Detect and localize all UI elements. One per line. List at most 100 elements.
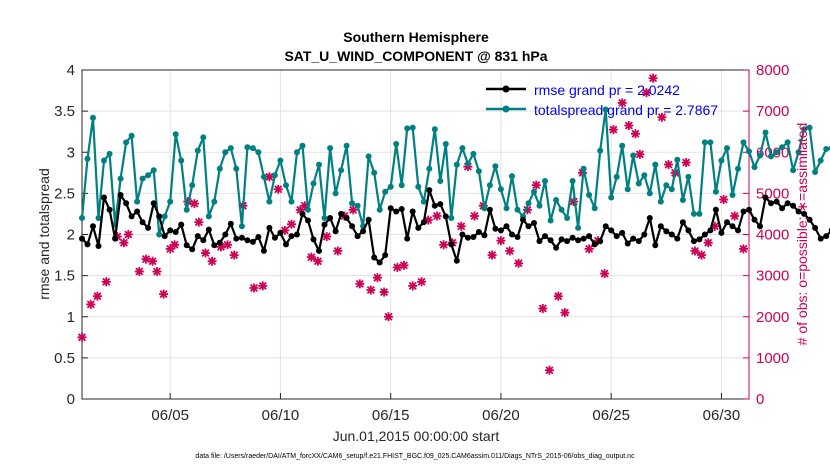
- totalspread-point: [613, 173, 620, 180]
- obs-count-point: [134, 267, 144, 277]
- rmse-point: [525, 223, 532, 230]
- totalspread-point: [712, 188, 719, 195]
- rmse-point: [338, 210, 345, 217]
- rmse-point: [718, 229, 725, 236]
- totalspread-point: [332, 190, 339, 197]
- obs-count-point-stroke: [313, 257, 322, 266]
- totalspread-point: [514, 206, 521, 213]
- rmse-point: [349, 223, 356, 230]
- rmse-point: [211, 242, 218, 249]
- obs-count-point: [101, 277, 111, 287]
- totalspread-point: [464, 160, 471, 167]
- obs-count-point-stroke: [265, 172, 274, 181]
- totalspread-point: [431, 126, 438, 133]
- obs-count-point-stroke: [560, 308, 569, 317]
- obs-count-point-stroke: [457, 222, 466, 231]
- obs-count-point-stroke: [194, 218, 203, 227]
- obs-count-point-stroke: [554, 292, 563, 301]
- totalspread-point: [95, 215, 102, 221]
- obs-count-point-stroke: [355, 279, 364, 288]
- totalspread-point: [415, 183, 422, 190]
- obs-count-point-stroke: [585, 244, 594, 253]
- rmse-point: [707, 227, 714, 234]
- legend-spread-marker: [502, 105, 510, 113]
- totalspread-point: [801, 126, 808, 133]
- rmse-point: [464, 234, 471, 241]
- totalspread-point: [779, 144, 786, 151]
- rmse-point: [393, 208, 400, 215]
- obs-count-point-stroke: [102, 277, 111, 286]
- rmse-point: [404, 235, 411, 242]
- totalspread-point: [84, 155, 91, 162]
- obs-count-point: [273, 184, 283, 194]
- rmse-point: [536, 238, 543, 245]
- obs-count-point-stroke: [682, 158, 691, 167]
- totalspread-point: [657, 198, 664, 205]
- obs-count-point-stroke: [223, 240, 232, 249]
- obs-count-point-stroke: [384, 312, 393, 321]
- chart-subtitle: SAT_U_WIND_COMPONENT @ 831 hPa: [284, 48, 547, 64]
- rmse-point: [255, 234, 262, 240]
- rmse-point: [305, 217, 311, 224]
- totalspread-point: [602, 106, 609, 113]
- obs-count-point-stroke: [697, 251, 706, 260]
- rmse-point: [635, 238, 642, 245]
- totalspread-point: [310, 180, 317, 187]
- obs-count-point: [152, 267, 162, 277]
- obs-count-point: [141, 254, 151, 264]
- totalspread-point: [200, 134, 207, 141]
- totalspread-point: [156, 231, 163, 238]
- obs-count-point: [584, 244, 594, 254]
- rmse-point: [117, 192, 124, 198]
- rmse-point: [194, 233, 201, 240]
- obs-count-point: [399, 260, 409, 270]
- obs-count-point-stroke: [141, 255, 150, 264]
- y-right-tick-label: 2000: [756, 309, 789, 326]
- totalspread-point: [161, 213, 168, 220]
- rmse-point: [327, 215, 334, 221]
- x-tick-label: 06/20: [482, 407, 520, 424]
- totalspread-point: [509, 173, 515, 180]
- y-left-tick-label: 4: [67, 62, 75, 79]
- obs-count-point: [286, 219, 296, 229]
- totalspread-point: [580, 165, 587, 172]
- totalspread-point: [746, 148, 752, 155]
- totalspread-point: [701, 139, 708, 146]
- obs-count-point-stroke: [249, 283, 258, 292]
- rmse-point: [227, 220, 234, 227]
- rmse-point: [150, 200, 157, 207]
- rmse-point: [701, 231, 708, 238]
- y-right-tick-label: 1000: [756, 350, 789, 367]
- rmse-point: [288, 233, 295, 240]
- totalspread-point: [459, 145, 466, 152]
- y-left-tick-label: 2.5: [54, 185, 75, 202]
- rmse-point: [183, 242, 190, 249]
- obs-count-point-stroke: [135, 267, 144, 276]
- obs-count-point: [423, 215, 433, 225]
- totalspread-point: [382, 188, 389, 195]
- rmse-point: [398, 206, 405, 212]
- totalspread-point: [558, 206, 565, 213]
- totalspread-point: [101, 157, 107, 164]
- rmse-point: [200, 237, 207, 244]
- totalspread-point: [624, 186, 631, 193]
- totalspread-point: [294, 149, 300, 156]
- totalspread-point: [608, 194, 615, 201]
- obs-count-point-stroke: [152, 267, 161, 276]
- rmse-point: [492, 225, 499, 232]
- totalspread-point: [393, 141, 400, 147]
- obs-count-point-stroke: [373, 273, 382, 282]
- rmse-point: [106, 206, 113, 213]
- obs-count-point-stroke: [569, 197, 578, 206]
- obs-count-point: [392, 262, 402, 272]
- y-right-tick-label: 4000: [756, 227, 789, 244]
- totalspread-point: [316, 161, 322, 168]
- obs-count-point-stroke: [190, 199, 199, 208]
- rmse-point: [387, 205, 394, 212]
- obs-count-point: [170, 240, 180, 250]
- rmse-point: [371, 254, 378, 261]
- rmse-point: [790, 202, 797, 209]
- obs-count-point: [544, 365, 554, 375]
- obs-count-point: [738, 244, 748, 254]
- totalspread-point: [437, 178, 444, 184]
